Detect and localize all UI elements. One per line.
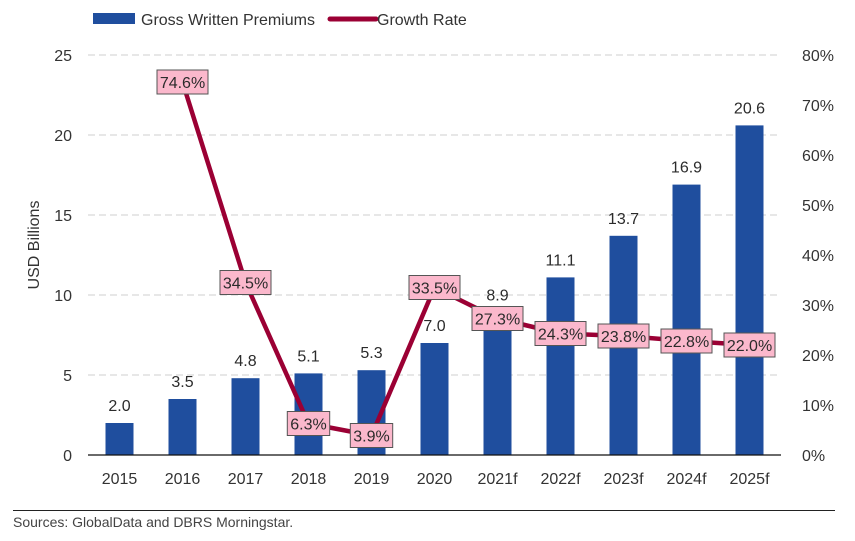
growth-label-text: 33.5% <box>412 281 457 298</box>
growth-label: 24.3% <box>534 321 587 346</box>
growth-label: 23.8% <box>597 323 650 349</box>
bar-value-label: 8.9 <box>486 288 508 305</box>
growth-label-box <box>534 321 587 346</box>
bar-labels: 2.0 3.5 4.8 5.1 5.3 7.0 8.9 11.1 13.7 16.9 20.6 <box>108 100 765 415</box>
bar-value-label: 20.6 <box>734 100 765 117</box>
growth-label-text: 34.5% <box>223 276 268 293</box>
bar <box>168 399 197 455</box>
growth-label-box <box>660 328 713 354</box>
growth-label-box <box>471 306 524 331</box>
bar-value-label: 5.1 <box>297 348 319 365</box>
growth-labels: 74.6% 34.5% 6.3% 3.9% 33.5% 27.3% 24.3% 23.8% 22… <box>156 69 776 448</box>
bar <box>483 312 512 455</box>
x-tick-label: 2015 <box>102 471 138 488</box>
growth-label-text: 23.8% <box>601 329 646 346</box>
bar-value-label: 2.0 <box>108 398 130 415</box>
left-axis: 0 5 10 15 20 25 <box>54 48 72 465</box>
legend-swatch-premiums <box>93 13 135 24</box>
growth-label-text: 24.3% <box>538 327 583 344</box>
growth-label-text: 22.8% <box>664 334 709 351</box>
x-tick-label: 2016 <box>165 471 201 488</box>
growth-label-box <box>597 323 650 349</box>
growth-label-box <box>286 411 331 436</box>
bar <box>105 423 134 455</box>
growth-label: 3.9% <box>349 423 394 448</box>
x-tick-label: 2021f <box>477 471 518 488</box>
right-tick-label: 60% <box>802 148 834 165</box>
right-tick-label: 50% <box>802 198 834 215</box>
x-tick-label: 2024f <box>666 471 707 488</box>
bar-value-label: 16.9 <box>671 160 702 177</box>
legend-label-premiums: Gross Written Premiums <box>141 12 315 29</box>
bar <box>672 184 701 455</box>
growth-label-box <box>349 423 394 448</box>
right-tick-label: 80% <box>802 48 834 65</box>
bar <box>231 378 260 455</box>
x-tick-label: 2018 <box>291 471 327 488</box>
growth-label-text: 3.9% <box>353 429 389 446</box>
growth-label-box <box>156 69 209 95</box>
x-tick-label: 2025f <box>729 471 770 488</box>
growth-label: 22.8% <box>660 328 713 354</box>
bar-value-label: 3.5 <box>171 374 193 391</box>
left-tick-label: 5 <box>63 368 72 385</box>
right-tick-label: 20% <box>802 348 834 365</box>
growth-label-text: 22.0% <box>727 338 772 355</box>
growth-label-box <box>408 275 461 300</box>
growth-label-text: 6.3% <box>290 417 326 434</box>
left-tick-label: 15 <box>54 208 72 225</box>
growth-label: 34.5% <box>219 270 272 295</box>
left-tick-label: 25 <box>54 48 72 65</box>
legend-label-growth: Growth Rate <box>377 12 467 29</box>
bar-value-label: 13.7 <box>608 211 639 228</box>
growth-label: 74.6% <box>156 69 209 95</box>
x-tick-label: 2023f <box>603 471 644 488</box>
growth-label: 33.5% <box>408 275 461 300</box>
bar-value-label: 11.1 <box>546 252 576 269</box>
growth-label-text: 74.6% <box>160 75 205 92</box>
growth-label: 22.0% <box>723 332 776 358</box>
x-axis: 2015 2016 2017 2018 2019 2020 2021f 2022f 2023f 2… <box>102 471 770 488</box>
growth-line <box>180 81 750 438</box>
right-axis: 0% 10% 20% 30% 40% 50% 60% 70% 80% <box>802 48 834 465</box>
source-divider <box>13 510 835 511</box>
left-tick-label: 20 <box>54 128 72 145</box>
left-tick-label: 0 <box>63 448 72 465</box>
right-tick-label: 0% <box>802 448 825 465</box>
growth-label: 6.3% <box>286 411 331 436</box>
legend: Gross Written Premiums Growth Rate <box>93 12 467 29</box>
bar-value-label: 7.0 <box>423 318 445 335</box>
left-tick-label: 10 <box>54 288 72 305</box>
x-tick-label: 2020 <box>417 471 453 488</box>
growth-line-path <box>180 81 750 438</box>
growth-label-text: 27.3% <box>475 312 520 329</box>
bar-value-label: 4.8 <box>234 353 256 370</box>
x-tick-label: 2017 <box>228 471 264 488</box>
bar <box>546 277 575 455</box>
right-tick-label: 40% <box>802 248 834 265</box>
right-tick-label: 30% <box>802 298 834 315</box>
right-tick-label: 10% <box>802 398 834 415</box>
x-tick-label: 2019 <box>354 471 390 488</box>
growth-label-box <box>723 332 776 358</box>
left-axis-title: USD Billions <box>26 201 43 290</box>
x-tick-label: 2022f <box>540 471 581 488</box>
bar <box>420 343 449 455</box>
source-note: Sources: GlobalData and DBRS Morningstar… <box>13 514 294 530</box>
right-tick-label: 70% <box>802 98 834 115</box>
growth-label-box <box>219 270 272 295</box>
bar-value-label: 5.3 <box>360 345 382 362</box>
bar <box>735 125 764 456</box>
growth-label: 27.3% <box>471 306 524 331</box>
